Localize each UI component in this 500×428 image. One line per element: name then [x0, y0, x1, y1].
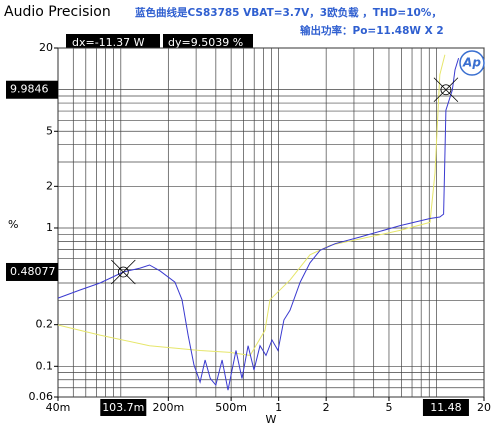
cursor-circle	[440, 84, 452, 96]
cursor-x-box	[422, 399, 469, 416]
y-tick-label: 1	[46, 221, 53, 234]
x-tick-label: 5	[385, 401, 392, 414]
x-tick-label: 1	[275, 401, 282, 414]
cursor-y-label: 9.9846	[10, 83, 49, 96]
plot-frame	[57, 47, 485, 398]
cursor-x-box	[100, 399, 147, 416]
cursor-marker	[111, 259, 136, 285]
x-tick-label: 20	[477, 401, 491, 414]
y-tick-label: 5	[46, 124, 53, 137]
x-tick-label: 2	[323, 401, 330, 414]
y-tick-label: 20	[39, 41, 53, 54]
cursor-marker	[433, 77, 459, 103]
cursor-cross	[111, 259, 136, 285]
y-tick-label: 2	[46, 179, 53, 192]
annotation: 蓝色曲线是CS83785 VBAT=3.7V，3欧负载 ，THD=10%，	[135, 6, 442, 19]
cursor-cross	[433, 77, 459, 103]
x-axis-label: W	[266, 413, 277, 426]
cursor-y-label: 0.48077	[10, 265, 56, 278]
logo: Ap	[462, 56, 481, 70]
series-line	[57, 57, 460, 391]
y-tick-label: 0.06	[29, 390, 54, 403]
readout: dy=9.5039 %	[168, 36, 243, 49]
cursor-circle	[117, 266, 129, 278]
x-tick-label: 500m	[215, 401, 247, 414]
readout: dx=-11.37 W	[72, 36, 145, 49]
cursor-y-box	[6, 262, 58, 281]
y-tick-label: 0.1	[36, 359, 54, 372]
y-axis-label: %	[8, 218, 18, 231]
cursor-y-box	[6, 80, 58, 99]
x-tick-label: 40m	[46, 401, 71, 414]
cursor-x-label: 103.7m	[102, 401, 144, 414]
series-line	[57, 54, 446, 356]
annotation: 输出功率：Po=11.48W X 2	[300, 24, 444, 37]
chart-title: Audio Precision	[4, 4, 111, 20]
logo-circle	[459, 50, 485, 76]
y-tick-label: 0.2	[36, 318, 54, 331]
x-tick-label: 200m	[152, 401, 184, 414]
cursor-x-label: 11.48	[430, 401, 462, 414]
